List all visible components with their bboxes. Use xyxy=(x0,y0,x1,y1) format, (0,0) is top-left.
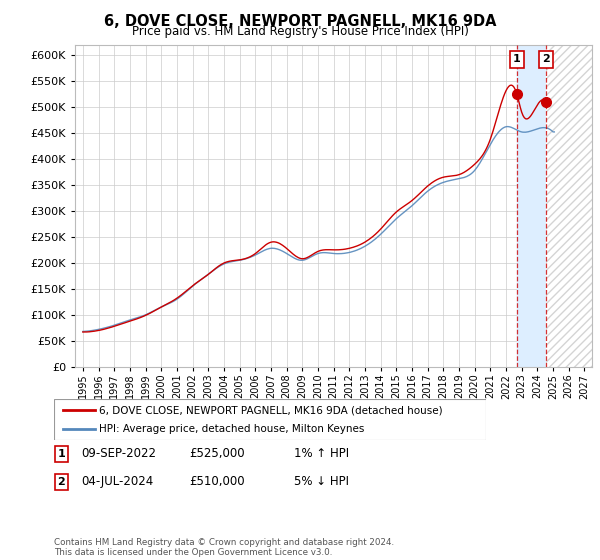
Text: 1: 1 xyxy=(58,449,65,459)
Text: 1% ↑ HPI: 1% ↑ HPI xyxy=(294,447,349,460)
Text: 5% ↓ HPI: 5% ↓ HPI xyxy=(294,475,349,488)
Text: 6, DOVE CLOSE, NEWPORT PAGNELL, MK16 9DA: 6, DOVE CLOSE, NEWPORT PAGNELL, MK16 9DA xyxy=(104,14,496,29)
FancyBboxPatch shape xyxy=(55,474,68,489)
Text: Price paid vs. HM Land Registry's House Price Index (HPI): Price paid vs. HM Land Registry's House … xyxy=(131,25,469,38)
Text: HPI: Average price, detached house, Milton Keynes: HPI: Average price, detached house, Milt… xyxy=(100,424,365,433)
Text: 04-JUL-2024: 04-JUL-2024 xyxy=(81,475,153,488)
Bar xyxy=(546,45,592,367)
Text: 1: 1 xyxy=(513,54,521,64)
FancyBboxPatch shape xyxy=(55,446,68,461)
Text: Contains HM Land Registry data © Crown copyright and database right 2024.
This d: Contains HM Land Registry data © Crown c… xyxy=(54,538,394,557)
Text: 2: 2 xyxy=(542,54,550,64)
Text: 09-SEP-2022: 09-SEP-2022 xyxy=(81,447,156,460)
FancyBboxPatch shape xyxy=(54,399,486,440)
Bar xyxy=(517,45,546,367)
Text: £510,000: £510,000 xyxy=(189,475,245,488)
Text: £525,000: £525,000 xyxy=(189,447,245,460)
Text: 6, DOVE CLOSE, NEWPORT PAGNELL, MK16 9DA (detached house): 6, DOVE CLOSE, NEWPORT PAGNELL, MK16 9DA… xyxy=(100,405,443,415)
Bar xyxy=(546,45,592,367)
Text: 2: 2 xyxy=(58,477,65,487)
